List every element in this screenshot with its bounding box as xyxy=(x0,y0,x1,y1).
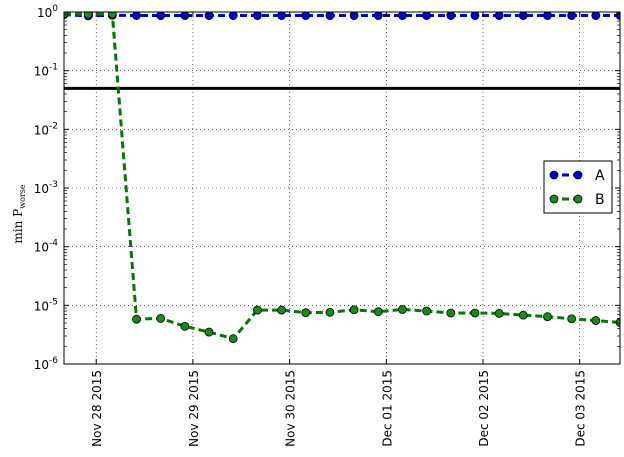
x-tick-label: Nov 28 2015 xyxy=(90,370,104,447)
y-tick-label-exponent: -5 xyxy=(49,297,58,307)
series-b-point xyxy=(228,334,238,344)
y-tick-label: 10-1 xyxy=(34,63,58,79)
legend-entry-a: A xyxy=(549,168,605,184)
series-b-point xyxy=(301,308,311,318)
series-a-point xyxy=(446,12,456,20)
y-tick-label-base: 10 xyxy=(34,65,49,79)
series-b-point xyxy=(494,308,504,318)
x-tick-label: Nov 30 2015 xyxy=(284,370,298,447)
legend-swatch-marker xyxy=(573,194,583,204)
series-a-point xyxy=(518,12,528,20)
series-a-point xyxy=(301,12,311,20)
series-b-line xyxy=(64,12,620,341)
series-a-point xyxy=(325,12,335,20)
series-b xyxy=(64,12,620,344)
y-tick-label-exponent: -1 xyxy=(49,63,58,73)
y-tick-label-exponent: -2 xyxy=(49,121,58,131)
y-tick-label: 10-5 xyxy=(34,297,58,313)
series-b-point xyxy=(591,316,601,325)
series-a-point xyxy=(204,12,214,20)
y-tick-label: 100 xyxy=(37,4,58,20)
legend-box xyxy=(543,160,613,214)
series-b-point xyxy=(180,321,190,331)
x-tick-label: Dec 01 2015 xyxy=(380,370,394,447)
x-tick-label: Dec 03 2015 xyxy=(574,370,588,447)
series-b-point xyxy=(156,313,166,323)
series-b-point xyxy=(325,307,335,317)
y-tick-label: 10-2 xyxy=(34,121,58,137)
series-b-point xyxy=(398,305,407,314)
series-b-point xyxy=(349,305,359,315)
series-a-point xyxy=(228,12,238,20)
legend: AB xyxy=(543,160,613,214)
series-a-point xyxy=(591,12,601,20)
series-b-point xyxy=(64,12,69,19)
series-a-point xyxy=(543,12,552,20)
series-b-point xyxy=(615,318,620,327)
x-tick-labels: Nov 28 2015 Nov 29 2015 Nov 30 2015 Dec 01 … xyxy=(90,370,587,447)
series-a-point xyxy=(252,12,262,20)
y-tick-label-base: 10 xyxy=(34,241,49,255)
series-b-point xyxy=(446,308,456,318)
tick-layer xyxy=(64,11,620,365)
y-axis-label-subscript: worse xyxy=(18,184,27,209)
legend-swatch-marker xyxy=(549,170,559,180)
y-tick-label-base: 10 xyxy=(34,182,49,196)
series-a-point xyxy=(373,12,383,20)
series-b-point xyxy=(470,308,480,318)
legend-entry-b: B xyxy=(549,192,605,208)
y-tick-label-base: 10 xyxy=(37,6,52,20)
series-b-point xyxy=(277,305,286,315)
series-b-point xyxy=(252,305,262,315)
series-b-point xyxy=(132,314,141,324)
series-a-point xyxy=(180,12,190,20)
legend-swatch-marker xyxy=(549,194,559,204)
series-layer xyxy=(64,12,620,344)
y-tick-label-exponent: -6 xyxy=(49,356,58,366)
y-tick-label-exponent: -4 xyxy=(49,239,58,249)
series-a-point xyxy=(422,12,432,20)
x-tick-label: Dec 02 2015 xyxy=(477,370,491,447)
series-a-point xyxy=(132,12,141,20)
y-axis-label: min Pworse xyxy=(11,184,27,243)
series-b-point xyxy=(543,312,552,322)
y-tick-label-exponent: -3 xyxy=(49,180,58,190)
y-tick-label-base: 10 xyxy=(34,299,49,313)
series-a-point xyxy=(156,12,166,20)
x-tick-label: Nov 29 2015 xyxy=(187,370,201,447)
series-b-point xyxy=(422,306,432,316)
series-b-point xyxy=(518,310,528,320)
series-a-point xyxy=(277,12,286,20)
series-b-point xyxy=(204,327,214,337)
series-a-point xyxy=(398,12,407,20)
series-b-point xyxy=(373,307,383,317)
series-b-point xyxy=(83,12,93,19)
series-a-point xyxy=(470,12,480,20)
series-a-point xyxy=(349,12,359,20)
y-tick-label: 10-3 xyxy=(34,180,58,196)
series-a-line xyxy=(64,13,620,18)
y-tick-label-base: 10 xyxy=(34,123,49,137)
series-a-point xyxy=(567,12,577,20)
series-b-point xyxy=(567,314,577,324)
legend-label: A xyxy=(595,168,605,184)
legend-swatch-marker xyxy=(573,170,583,180)
series-a-point xyxy=(494,12,504,20)
legend-label: B xyxy=(595,192,605,208)
y-tick-label-base: 10 xyxy=(34,358,49,372)
series-b-point xyxy=(107,12,117,19)
y-tick-label: 10-6 xyxy=(34,356,59,372)
y-tick-label-exponent: 0 xyxy=(52,4,58,14)
y-axis-label-main: min P xyxy=(11,209,25,244)
y-tick-label: 10-4 xyxy=(34,239,59,255)
